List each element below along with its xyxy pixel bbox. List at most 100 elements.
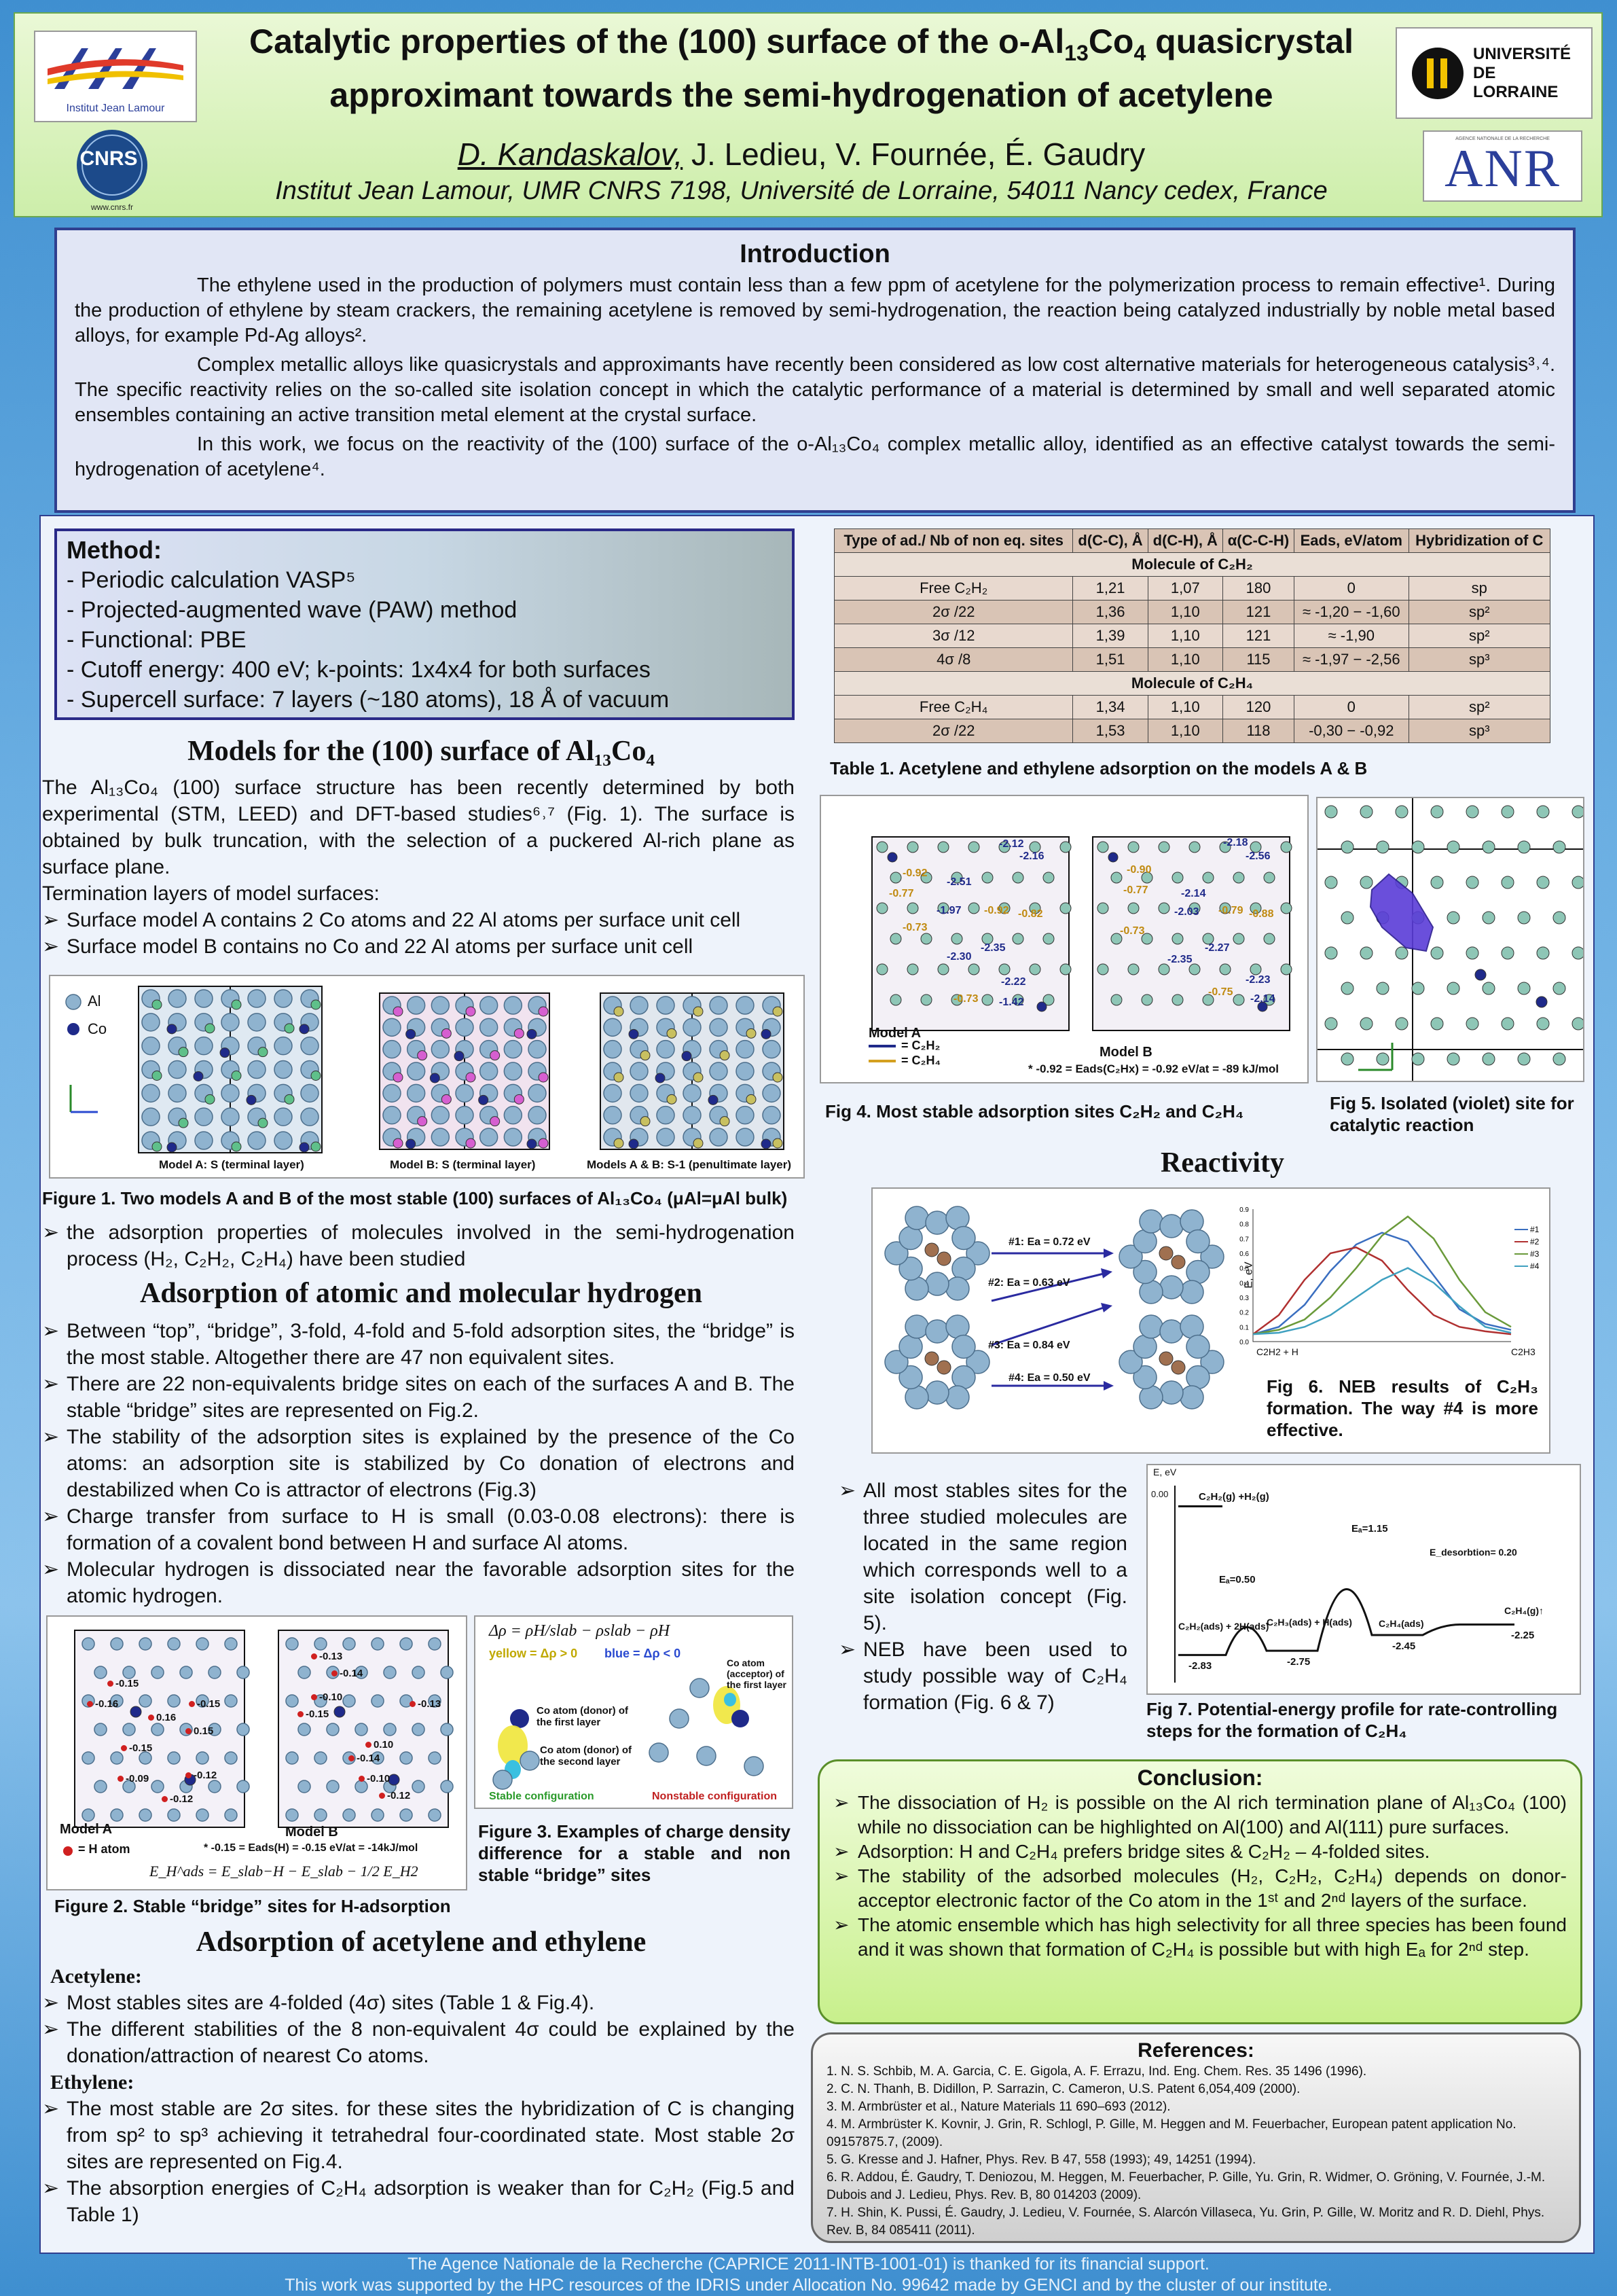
table-cell: sp³	[1408, 719, 1551, 743]
al-atom	[168, 1083, 187, 1103]
cluster-atom	[1133, 1229, 1157, 1254]
ring-atom	[746, 1028, 757, 1039]
al-atom	[300, 1083, 319, 1103]
al-atom	[274, 1036, 293, 1056]
table-cell: 120	[1222, 695, 1295, 719]
cluster-atom	[1159, 1275, 1184, 1299]
al-atom	[1029, 963, 1041, 975]
al-atom	[297, 1780, 311, 1793]
al-atom	[455, 1083, 474, 1103]
al-atom	[1501, 1017, 1514, 1030]
al-atom	[1430, 946, 1444, 960]
ring-atom	[231, 999, 242, 1010]
fig7-ylabel: E, eV	[1153, 1467, 1177, 1477]
al-atom	[431, 1039, 450, 1059]
al-atom	[412, 1723, 425, 1736]
universite-lorraine-logo: UNIVERSITÉ DE LORRAINE	[1396, 27, 1593, 119]
al-atom	[876, 963, 888, 975]
al-atom	[1341, 840, 1354, 854]
fig4-b-label: -2.03	[1174, 906, 1199, 918]
al-atom	[1219, 841, 1231, 853]
fig2-b-label: -0.15	[306, 1708, 329, 1720]
al-atom	[1517, 982, 1531, 995]
table-cell: 1,21	[1072, 576, 1148, 600]
al-atom	[406, 1083, 426, 1103]
al-atom	[342, 1637, 356, 1651]
ring-atom	[538, 1006, 549, 1017]
al-atom	[762, 1105, 781, 1125]
al-atom	[937, 963, 949, 975]
ring-atom	[151, 1071, 162, 1081]
fig2-b-label: -0.10	[319, 1691, 343, 1703]
cluster-atom	[1200, 1350, 1224, 1374]
al-atom	[196, 1808, 209, 1822]
fig4-b-label: -0.79	[1218, 905, 1243, 916]
al-atom	[1430, 1017, 1444, 1030]
fig4-a-label: -0.77	[889, 888, 914, 899]
al-atom	[139, 1751, 152, 1765]
cluster-atom	[1180, 1385, 1204, 1410]
ring-atom	[284, 1094, 295, 1105]
al-atom	[528, 1039, 547, 1059]
al-atom	[735, 1128, 755, 1147]
figure-1-graphic	[65, 986, 784, 1153]
al-atom	[194, 989, 213, 1008]
ring-atom	[640, 1050, 651, 1061]
model-bullets: Surface model A contains 2 Co atoms and …	[42, 907, 795, 960]
carbon-atom	[924, 1242, 939, 1257]
fig3-co-acceptor: Co atom (acceptor) of the first layer	[727, 1657, 786, 1690]
poster-header	[14, 12, 1603, 217]
al-atom	[428, 1751, 441, 1765]
bullet-item: The stability of the adsorption sites is…	[42, 1424, 795, 1503]
al-atom	[382, 1039, 401, 1059]
al-atom	[920, 994, 932, 1006]
al-atom	[1536, 1017, 1550, 1030]
al-atom	[440, 1666, 454, 1679]
table-cell: 1,10	[1147, 695, 1223, 719]
al-atom	[1280, 963, 1292, 975]
al-atom	[709, 1062, 728, 1081]
al-atom	[890, 933, 902, 945]
al-atom	[709, 1018, 728, 1037]
ring-atom	[178, 1047, 189, 1058]
al-atom	[122, 1780, 136, 1793]
fig4-a-label: -2.22	[1001, 976, 1026, 988]
al-atom	[274, 1060, 293, 1079]
footer: The Agence Nationale de la Recherche (CA…	[0, 2254, 1617, 2296]
termination-label: Termination layers of model surfaces:	[42, 882, 380, 905]
bullet-item: Adsorption: H and C₂H₄ prefers bridge si…	[833, 1840, 1567, 1864]
al-atom	[656, 1105, 675, 1125]
fig4-b-label: -0.73	[1120, 925, 1145, 937]
method-item: - Cutoff energy: 400 eV; k-points: 1x4x4…	[67, 657, 651, 683]
al-atom	[1466, 805, 1479, 819]
table-cell: sp²	[1408, 600, 1551, 624]
al-atom	[683, 1018, 702, 1037]
co-authors: J. Ledieu, V. Fournée, É. Gaudry	[683, 137, 1146, 172]
co-atom	[299, 1142, 310, 1153]
co-atom	[628, 1138, 639, 1149]
authors: D. Kandaskalov, J. Ledieu, V. Fournée, É…	[204, 136, 1399, 173]
al-atom	[1466, 1017, 1479, 1030]
fig4-note: * -0.92 = Eads(C₂Hx) = -0.92 eV/at = -89…	[1028, 1062, 1279, 1075]
reference-item: 3. M. Armbrüster et al., Nature Material…	[826, 2100, 1171, 2114]
al-atom	[382, 1105, 401, 1125]
table-cell: 1,10	[1147, 600, 1223, 624]
co-atom	[761, 1138, 771, 1149]
fig2-b-label: -0.13	[319, 1651, 343, 1662]
fig7-step-value: -2.75	[1287, 1656, 1311, 1668]
al-atom	[455, 1018, 474, 1037]
fig2-a-label: -0.12	[170, 1793, 194, 1805]
reference-item: 2. C. N. Thanh, B. Didillon, P. Sarrazin…	[826, 2082, 1301, 2096]
table-cell: ≈ -1,90	[1294, 624, 1409, 648]
table-row: 2σ /22 1,53 1,10 118 -0,30 − -0,92 sp³	[833, 719, 1551, 743]
al-atom	[937, 841, 949, 853]
al-atom	[603, 1083, 622, 1103]
al-atom	[236, 1723, 250, 1736]
al-atom	[1376, 1052, 1389, 1066]
al-atom	[314, 1637, 327, 1651]
al-atom	[1110, 933, 1123, 945]
cluster-atom	[1119, 1244, 1143, 1269]
figure-7-caption: Fig 7. Potential-energy profile for rate…	[1146, 1699, 1558, 1741]
cluster-atom	[905, 1385, 929, 1410]
fig7-step-label: C₂H₂(ads) + 2H(ads)	[1178, 1621, 1269, 1632]
